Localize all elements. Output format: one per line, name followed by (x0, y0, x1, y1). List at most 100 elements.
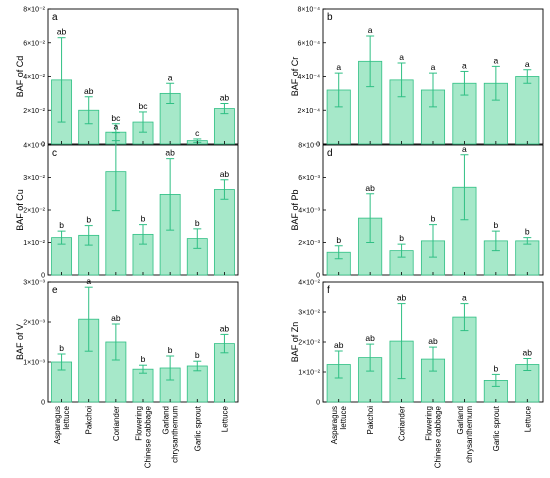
panel-d-significance-letter: ab (365, 183, 375, 193)
panel-c-ytick-label: 2×10⁻² (23, 208, 45, 215)
panel-a-ytick-label: 4×10⁻² (23, 74, 45, 81)
panel-e-category-label: lettuce (62, 405, 71, 429)
panel-f-category-label: Lettuce (523, 405, 532, 432)
panel-b-significance-letter: a (493, 55, 498, 65)
panel-e-ytick-label: 3×10⁻³ (23, 280, 45, 287)
panel-e-significance-letter: b (195, 350, 200, 360)
panel-d-ytick-label: 4×10⁻³ (298, 208, 320, 215)
panel-f-ytick-label: 0 (316, 400, 320, 407)
panel-c-significance-letter: ab (165, 148, 175, 158)
panel-f-category-label: chrysanthemum (465, 406, 474, 463)
panel-f-significance-letter: ab (428, 336, 438, 346)
panel-e-bar (186, 365, 208, 403)
panel-a-ytick-label: 6×10⁻² (23, 40, 45, 47)
panel-c-significance-letter: ab (220, 169, 230, 179)
panel-e-category-label: Asparagus (53, 406, 62, 444)
panel-c-significance-letter: b (86, 215, 91, 225)
panel-d-significance-letter: a (462, 144, 467, 154)
panel-d-bar (515, 240, 540, 276)
panel-d-ytick-label: 0 (316, 273, 320, 280)
panel-e-letter: e (52, 285, 58, 296)
panel-f-significance-letter: ab (334, 340, 344, 350)
panel-a-letter: a (52, 12, 58, 23)
panel-e-significance-letter: b (168, 345, 173, 355)
panel-d-significance-letter: b (431, 214, 436, 224)
panel-e-category-label: Flowering (135, 406, 144, 441)
panel-b-significance-letter: a (399, 52, 404, 62)
panel-e-category-label: Coriander (112, 406, 121, 441)
panel-f-letter: f (327, 285, 330, 296)
panel-d-significance-letter: b (336, 235, 341, 245)
panel-c-ytick-label: 4×10⁻² (23, 143, 45, 150)
panel-e-ytick-label: 0 (41, 400, 45, 407)
panel-c-ytick-label: 1×10⁻² (23, 240, 45, 247)
panel-f-category-label: Asparagus (330, 406, 339, 444)
panel-e-bar (132, 368, 154, 403)
panel-a-significance-letter: ab (57, 27, 67, 37)
panel-d-significance-letter: b (493, 220, 498, 230)
panel-e-category-label: Lettuce (220, 405, 229, 432)
panel-f-category-label: Garland (456, 406, 465, 434)
panel-c-letter: c (52, 148, 57, 159)
panel-e-category-label: Garlic sprout (193, 405, 202, 451)
panel-b-letter: b (327, 12, 333, 23)
panel-f-ytick-label: 1×10⁻² (298, 370, 320, 377)
panel-e-category-label: Pakchoi (85, 406, 94, 435)
panel-d-ylabel: BAF of Pb (290, 189, 300, 230)
panel-d-ytick-label: 2×10⁻³ (298, 240, 320, 247)
panel-f-ylabel: BAF of Zn (290, 322, 300, 363)
panel-b-significance-letter: a (368, 25, 373, 35)
panel-f-ytick-label: 4×10⁻² (298, 280, 320, 287)
panel-f-category-label: Chinese cabbage (434, 405, 443, 468)
panel-a-ytick-label: 8×10⁻² (23, 7, 45, 14)
panel-c-ytick-label: 0 (41, 273, 45, 280)
panel-c-bar (213, 189, 235, 276)
panel-e-significance-letter: a (86, 276, 91, 286)
panel-d-ytick-label: 6×10⁻³ (298, 175, 320, 182)
panel-c-significance-letter: b (141, 214, 146, 224)
panel-f-significance-letter: ab (523, 348, 533, 358)
panel-e-significance-letter: b (141, 354, 146, 364)
panel-c-significance-letter: b (195, 218, 200, 228)
panel-c-significance-letter: a (113, 122, 118, 132)
panel-f-significance-letter: ab (365, 333, 375, 343)
panel-d-significance-letter: b (399, 233, 404, 243)
panel-a-ytick-label: 2×10⁻² (23, 108, 45, 115)
panel-f-ytick-label: 2×10⁻² (298, 340, 320, 347)
panel-e-category-label: Garland (162, 406, 171, 434)
panel-a-significance-letter: ab (84, 86, 94, 96)
panel-a-significance-letter: bc (139, 101, 149, 111)
panel-e-ylabel: BAF of V (15, 324, 25, 360)
panel-b-significance-letter: a (336, 62, 341, 72)
panel-b-ylabel: BAF of Cr (290, 57, 300, 97)
panel-f-category-label: Flowering (425, 406, 434, 441)
panel-f-significance-letter: b (493, 363, 498, 373)
panel-e-ytick-label: 1×10⁻³ (23, 360, 45, 367)
panel-b-ytick-label: 2×10⁻⁴ (298, 108, 320, 115)
panel-e-significance-letter: ab (111, 313, 121, 323)
panel-f-significance-letter: ab (397, 293, 407, 303)
panel-a-significance-letter: c (195, 128, 200, 138)
panel-e-significance-letter: ab (220, 323, 230, 333)
panel-c-ytick-label: 3×10⁻² (23, 175, 45, 182)
panel-f-category-label: lettuce (339, 405, 348, 429)
panel-d-significance-letter: b (525, 227, 530, 237)
panel-b-ytick-label: 0 (316, 142, 320, 149)
panel-a-ytick-label: 0 (41, 142, 45, 149)
panel-d-ytick-label: 8×10⁻³ (298, 143, 320, 150)
panel-b-ytick-label: 6×10⁻⁴ (298, 40, 320, 47)
panel-f-category-label: Coriander (398, 406, 407, 441)
panel-b-ytick-label: 4×10⁻⁴ (298, 74, 320, 81)
panel-b-significance-letter: a (462, 60, 467, 70)
panel-a-ylabel: BAF of Cd (15, 56, 25, 98)
panel-f-category-label: Pakchoi (366, 406, 375, 435)
panel-f-significance-letter: a (462, 293, 467, 303)
panel-e-category-label: chrysanthemum (171, 406, 180, 463)
panel-b-significance-letter: a (431, 62, 436, 72)
panel-e-ytick-label: 2×10⁻³ (23, 320, 45, 327)
panel-b-bar (515, 76, 540, 145)
panel-e-category-label: Chinese cabbage (144, 405, 153, 468)
panel-c-ylabel: BAF of Cu (15, 189, 25, 231)
panel-c-significance-letter: b (59, 220, 64, 230)
